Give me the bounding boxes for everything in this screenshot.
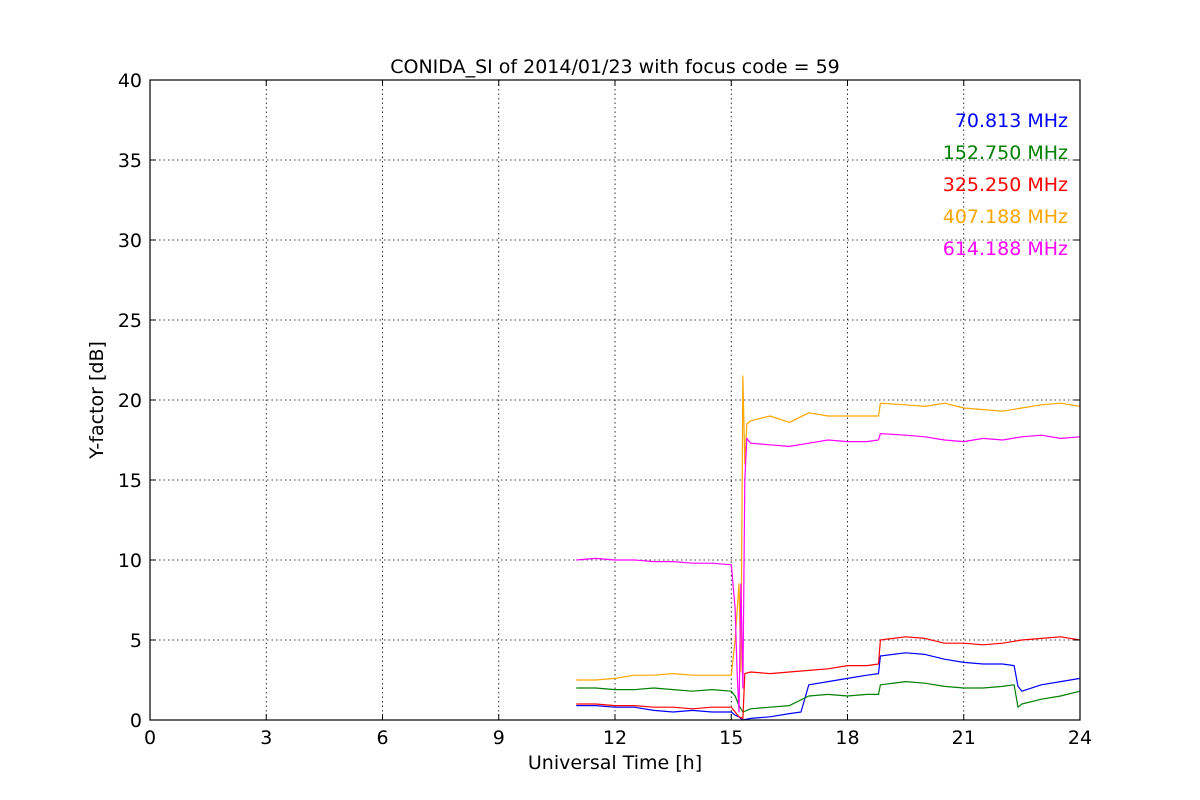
x-tick-label: 9 — [493, 727, 505, 749]
series-line-1 — [576, 680, 1081, 713]
y-tick-label: 20 — [118, 390, 142, 412]
legend-entry-1: 152.750 MHz — [943, 142, 1068, 164]
x-tick-label: 0 — [144, 727, 156, 749]
y-tick-label: 30 — [118, 230, 142, 252]
y-tick-label: 5 — [130, 630, 142, 652]
x-axis-label: Universal Time [h] — [528, 752, 702, 774]
y-axis-label: Y-factor [dB] — [86, 341, 108, 460]
ticks: 0 3 6 9 12 15 18 21 24 0 5 10 15 20 25 30 35 40 — [118, 70, 1092, 749]
x-tick-label: 24 — [1068, 727, 1092, 749]
y-tick-label: 10 — [118, 550, 142, 572]
series-line-0 — [576, 652, 1081, 721]
x-tick-label: 6 — [376, 727, 388, 749]
chart-title: CONIDA_SI of 2014/01/23 with focus code … — [390, 56, 840, 78]
x-tick-label: 3 — [260, 727, 272, 749]
legend-entry-4: 614.188 MHz — [943, 238, 1068, 260]
legend-entry-3: 407.188 MHz — [943, 206, 1068, 228]
legend-entry-2: 325.250 MHz — [943, 174, 1068, 196]
series-group — [576, 375, 1081, 721]
y-tick-label: 0 — [130, 710, 142, 732]
y-tick-label: 40 — [118, 70, 142, 92]
x-tick-label: 12 — [603, 727, 627, 749]
series-line-3 — [576, 375, 1081, 681]
y-tick-label: 15 — [118, 470, 142, 492]
y-tick-label: 35 — [118, 150, 142, 172]
plot-area-frame — [149, 79, 1081, 721]
y-tick-label: 25 — [118, 310, 142, 332]
x-tick-label: 15 — [719, 727, 743, 749]
legend-entry-0: 70.813 MHz — [955, 110, 1068, 132]
x-tick-label: 18 — [835, 727, 859, 749]
x-tick-label: 21 — [952, 727, 976, 749]
series-line-2 — [576, 636, 1081, 720]
legend: 70.813 MHz 152.750 MHz 325.250 MHz 407.188 … — [943, 110, 1068, 260]
series-line-4 — [576, 433, 1081, 713]
